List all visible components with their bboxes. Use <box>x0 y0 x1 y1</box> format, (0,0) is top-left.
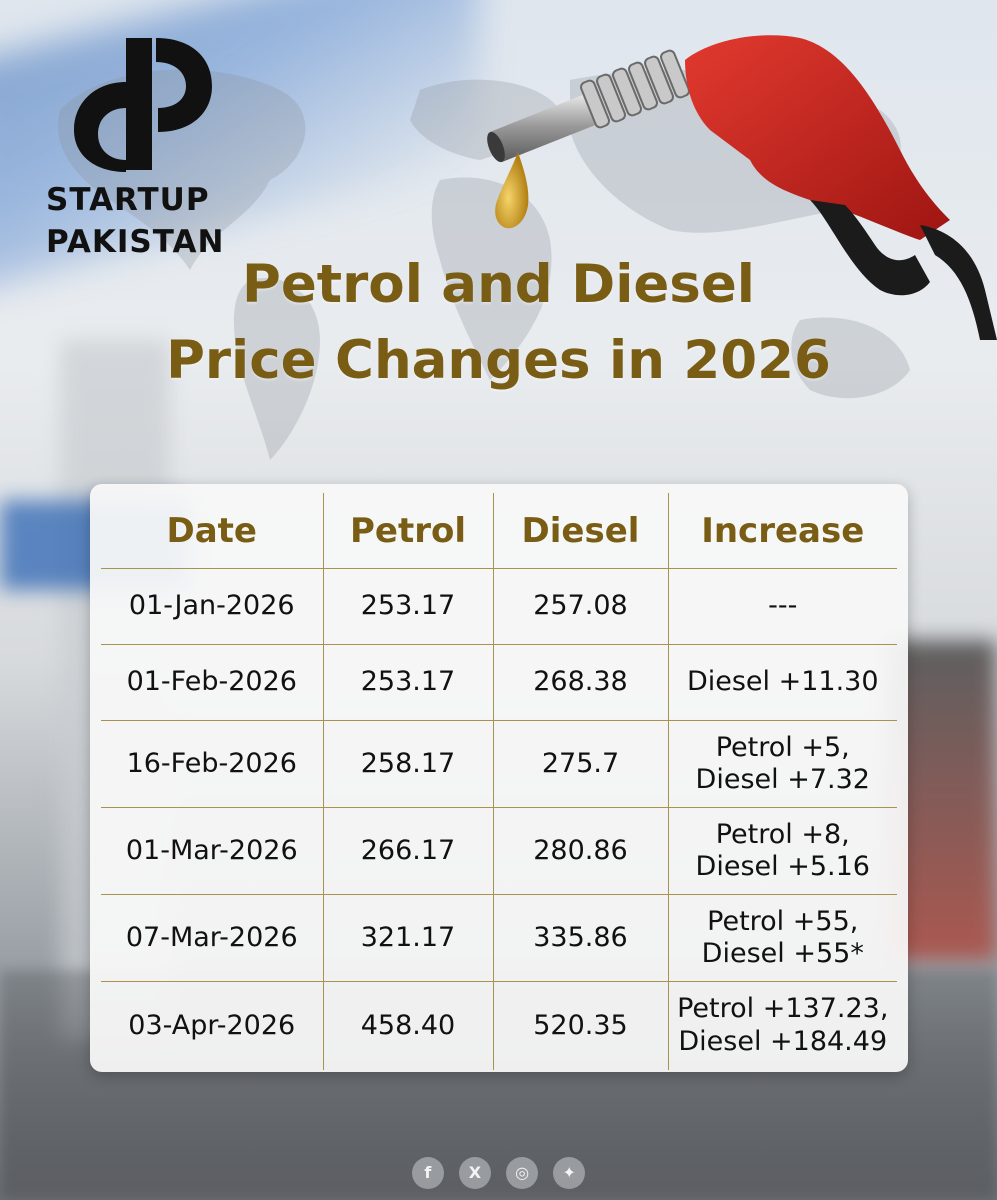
increase-line: Petrol +5, <box>715 731 850 763</box>
cell-date: 01-Mar-2026 <box>101 807 323 895</box>
dp-logo-mark-icon <box>74 38 212 172</box>
increase-line: Petrol +137.23, <box>677 993 889 1025</box>
increase-line: Diesel +11.30 <box>686 666 879 698</box>
increase-line: Diesel +5.16 <box>695 851 870 882</box>
cell-diesel: 275.7 <box>492 720 668 808</box>
cell-increase: Petrol +5, Diesel +7.32 <box>667 720 897 808</box>
cell-petrol: 266.17 <box>322 807 493 895</box>
cell-diesel: 280.86 <box>492 807 668 895</box>
table-header-row: Date Petrol Diesel Increase <box>101 493 897 569</box>
table-row: 01-Mar-2026 266.17 280.86 Petrol +8, Die… <box>101 807 897 895</box>
startup-pakistan-logo: STARTUP PAKISTAN <box>46 32 246 262</box>
cell-increase: Petrol +137.23, Diesel +184.49 <box>667 981 897 1070</box>
price-table: Date Petrol Diesel Increase 01-Jan-2026 … <box>101 493 897 1070</box>
cell-diesel: 257.08 <box>492 568 668 645</box>
table-row: 01-Jan-2026 253.17 257.08 --- <box>101 568 897 645</box>
cell-petrol: 258.17 <box>322 720 493 808</box>
increase-line: Diesel +7.32 <box>695 764 870 795</box>
table-row: 16-Feb-2026 258.17 275.7 Petrol +5, Dies… <box>101 720 897 808</box>
social-icons-bar: f X ◎ ✦ <box>0 1157 997 1189</box>
page-title-line-2: Price Changes in 2026 <box>166 330 831 391</box>
price-table-card: Date Petrol Diesel Increase 01-Jan-2026 … <box>90 484 908 1072</box>
cell-diesel: 268.38 <box>492 644 668 721</box>
header-date: Date <box>101 493 323 569</box>
table-row: 01-Feb-2026 253.17 268.38 Diesel +11.30 <box>101 644 897 721</box>
increase-line: Petrol +8, <box>715 818 850 850</box>
header-diesel: Diesel <box>492 493 668 569</box>
cell-date: 07-Mar-2026 <box>101 894 323 982</box>
cell-increase: --- <box>667 568 897 645</box>
header-petrol: Petrol <box>322 493 493 569</box>
twitter-icon[interactable]: ✦ <box>553 1157 586 1189</box>
cell-diesel: 520.35 <box>492 981 668 1070</box>
cell-date: 01-Feb-2026 <box>101 644 323 721</box>
increase-line: Petrol +55, <box>707 905 859 937</box>
increase-line: --- <box>768 590 798 622</box>
instagram-icon[interactable]: ◎ <box>506 1157 539 1189</box>
cell-petrol: 321.17 <box>322 894 493 982</box>
brand-line-1: STARTUP <box>46 182 210 218</box>
facebook-icon[interactable]: f <box>411 1157 444 1189</box>
table-row: 03-Apr-2026 458.40 520.35 Petrol +137.23… <box>101 981 897 1070</box>
cell-date: 16-Feb-2026 <box>101 720 323 808</box>
page-title-line-1: Petrol and Diesel <box>242 254 755 315</box>
brand-line-2: PAKISTAN <box>46 224 225 260</box>
increase-line: Diesel +55* <box>701 938 864 969</box>
cell-petrol: 253.17 <box>322 568 493 645</box>
cell-date: 01-Jan-2026 <box>101 568 323 645</box>
cell-increase: Petrol +8, Diesel +5.16 <box>667 807 897 895</box>
x-icon[interactable]: X <box>458 1157 491 1189</box>
fuel-nozzle-icon <box>487 35 997 340</box>
table-row: 07-Mar-2026 321.17 335.86 Petrol +55, Di… <box>101 894 897 982</box>
cell-petrol: 253.17 <box>322 644 493 721</box>
cell-date: 03-Apr-2026 <box>101 981 323 1070</box>
header-increase: Increase <box>667 493 897 569</box>
cell-increase: Diesel +11.30 <box>667 644 897 721</box>
cell-petrol: 458.40 <box>322 981 493 1070</box>
cell-diesel: 335.86 <box>492 894 668 982</box>
increase-line: Diesel +184.49 <box>678 1025 888 1057</box>
cell-increase: Petrol +55, Diesel +55* <box>667 894 897 982</box>
